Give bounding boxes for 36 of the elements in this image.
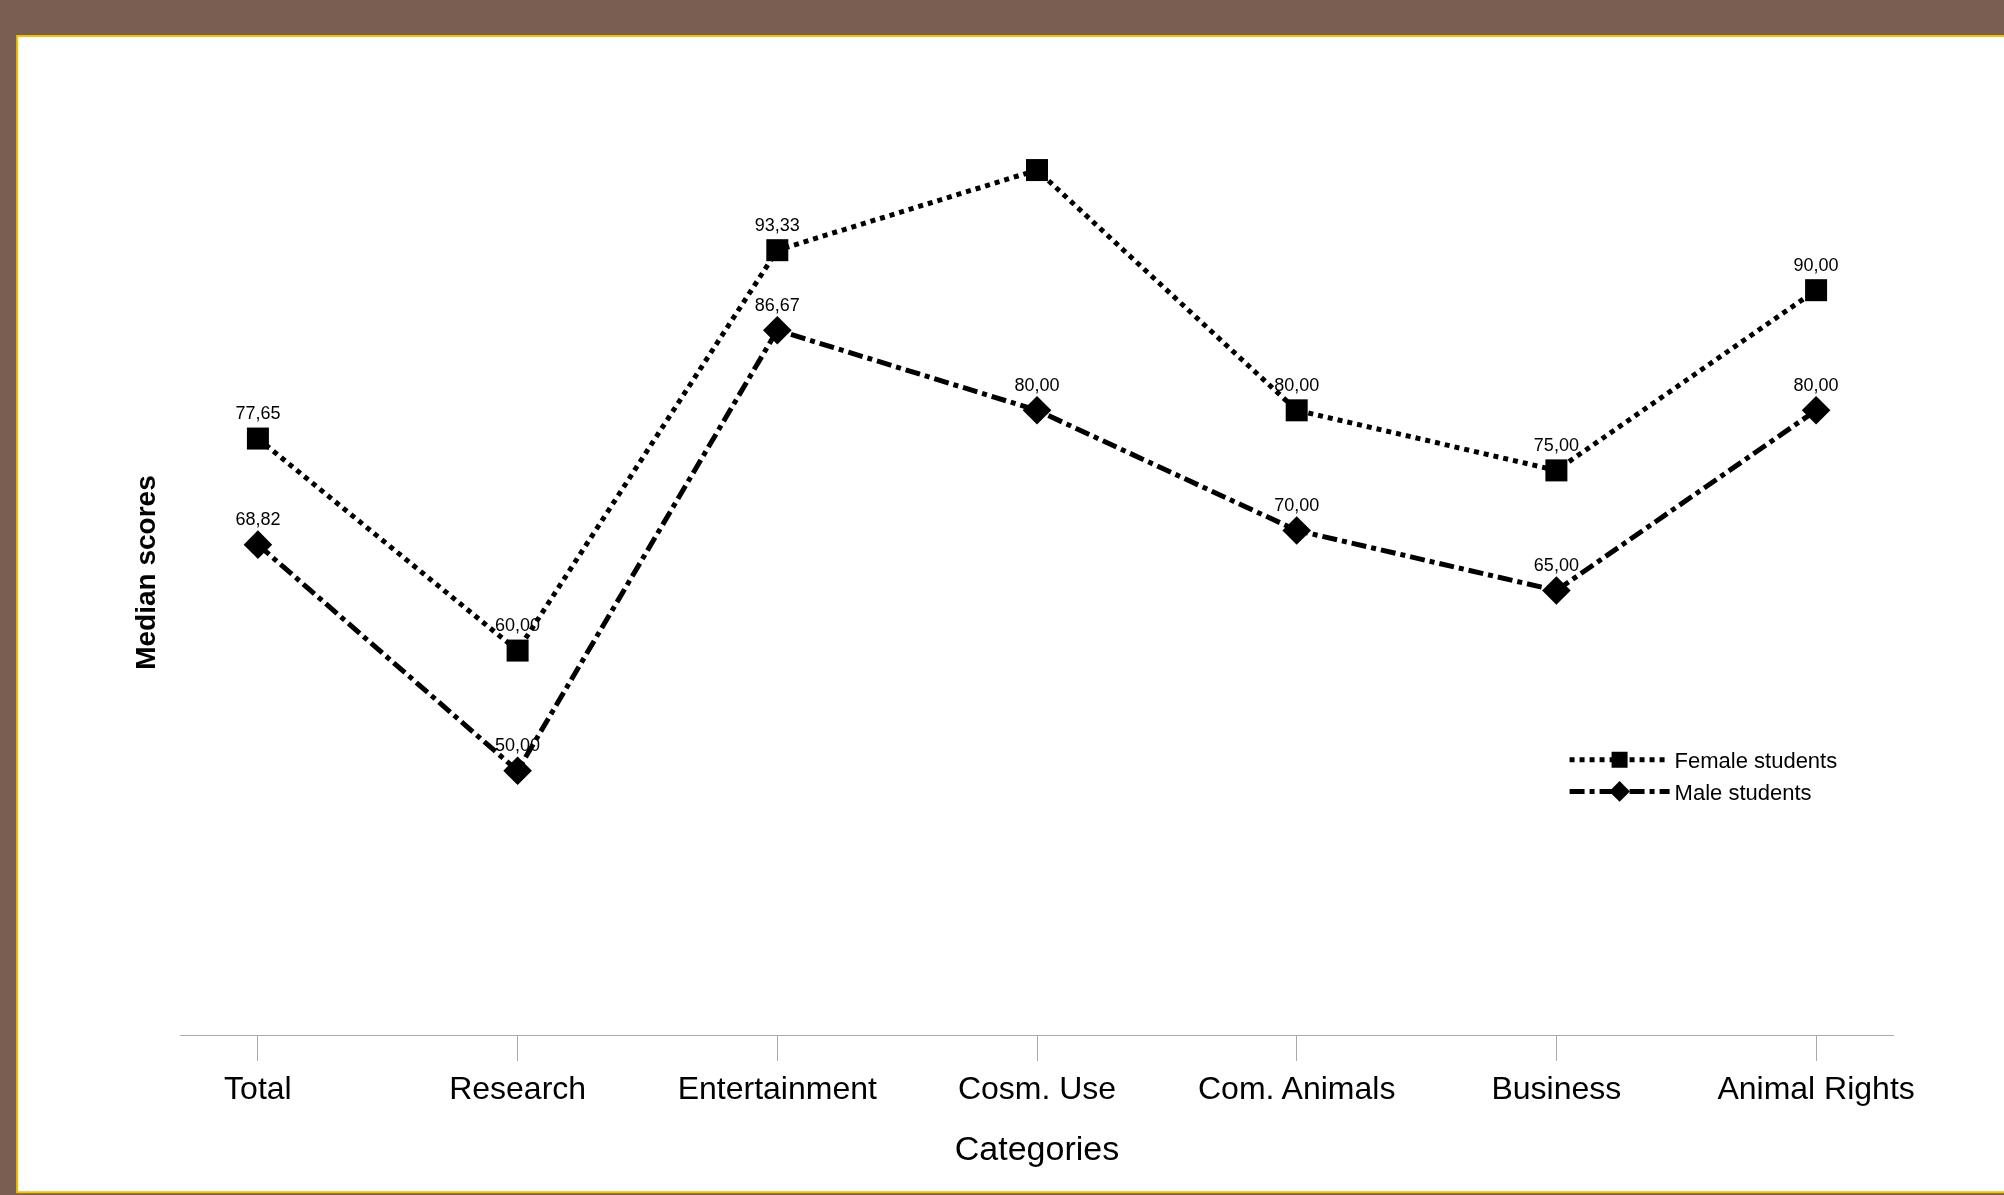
x-axis-title: Categories: [954, 1128, 1120, 1167]
point: [503, 756, 532, 786]
point: [1282, 516, 1311, 545]
point: [1542, 576, 1571, 605]
data-label: 75,00: [1533, 435, 1579, 456]
x-tick-label: Business: [1491, 1070, 1622, 1107]
x-tick-label: Cosm. Use: [957, 1070, 1117, 1107]
data-label: 77,65: [235, 403, 281, 424]
point: [506, 639, 529, 662]
data-label: 70,00: [1274, 495, 1320, 516]
data-label: 93,33: [754, 214, 800, 235]
data-label: 68,82: [235, 509, 281, 530]
x-tick-label: Total: [224, 1070, 292, 1107]
data-label: 90,00: [1793, 254, 1839, 275]
point: [766, 239, 789, 262]
point: [1545, 459, 1568, 482]
point: [763, 315, 792, 345]
point: [1805, 279, 1828, 302]
point: [243, 530, 273, 559]
data-label: 80,00: [1793, 375, 1839, 396]
legend-label: Male students: [1674, 779, 1812, 805]
x-tick-label: Animal Rights: [1717, 1070, 1915, 1107]
point: [1026, 159, 1048, 182]
data-label: 80,00: [1014, 375, 1060, 396]
x-tick-label: Entertainment: [677, 1070, 878, 1107]
data-label: 80,00: [1274, 375, 1320, 396]
point: [246, 427, 269, 450]
legend-label: Female students: [1674, 748, 1838, 774]
data-label: 65,00: [1533, 555, 1579, 576]
y-axis-title: Median scores: [129, 475, 161, 670]
point: [1022, 396, 1052, 425]
point: [1801, 396, 1831, 425]
data-label: 86,67: [754, 294, 800, 315]
x-tick-label: Research: [449, 1070, 587, 1107]
x-tick-label: Com. Animals: [1198, 1070, 1396, 1107]
point: [1285, 399, 1308, 422]
